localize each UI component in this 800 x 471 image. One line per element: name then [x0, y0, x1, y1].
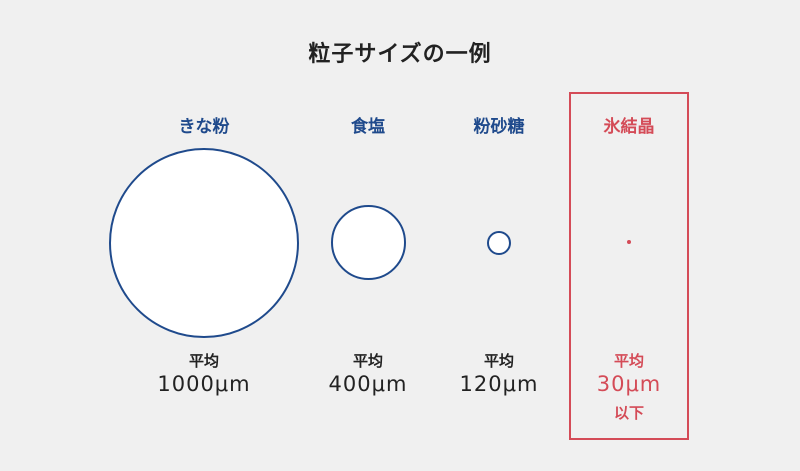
particle-name: きな粉	[178, 117, 230, 137]
particle-size-note: 以下	[613, 404, 644, 422]
particle-size: 120μm	[459, 372, 539, 396]
particle-dot-ice-crystal	[627, 240, 631, 244]
particle-size: 30μm	[596, 372, 662, 396]
diagram-title: 粒子サイズの一例	[308, 42, 492, 67]
particle-size: 1000μm	[157, 372, 251, 396]
average-label: 平均	[188, 352, 219, 370]
particle-circle-salt	[331, 205, 406, 280]
particle-column-powdered-sugar: 粉砂糖 平均 120μm	[449, 0, 549, 471]
particle-size: 400μm	[328, 372, 408, 396]
highlight-box	[569, 92, 689, 440]
average-label: 平均	[352, 352, 383, 370]
average-label: 平均	[483, 352, 514, 370]
particle-name: 粉砂糖	[473, 117, 525, 137]
particle-name: 氷結晶	[603, 117, 655, 137]
particle-column-ice-crystal: 氷結晶 平均 30μm 以下	[569, 0, 689, 471]
particle-column-salt: 食塩 平均 400μm	[318, 0, 418, 471]
average-label: 平均	[613, 352, 644, 370]
particle-circle-kinako	[109, 148, 299, 338]
particle-circle-powdered-sugar	[487, 231, 511, 255]
particle-name: 食塩	[351, 117, 385, 137]
particle-column-kinako: きな粉 平均 1000μm	[104, 0, 304, 471]
